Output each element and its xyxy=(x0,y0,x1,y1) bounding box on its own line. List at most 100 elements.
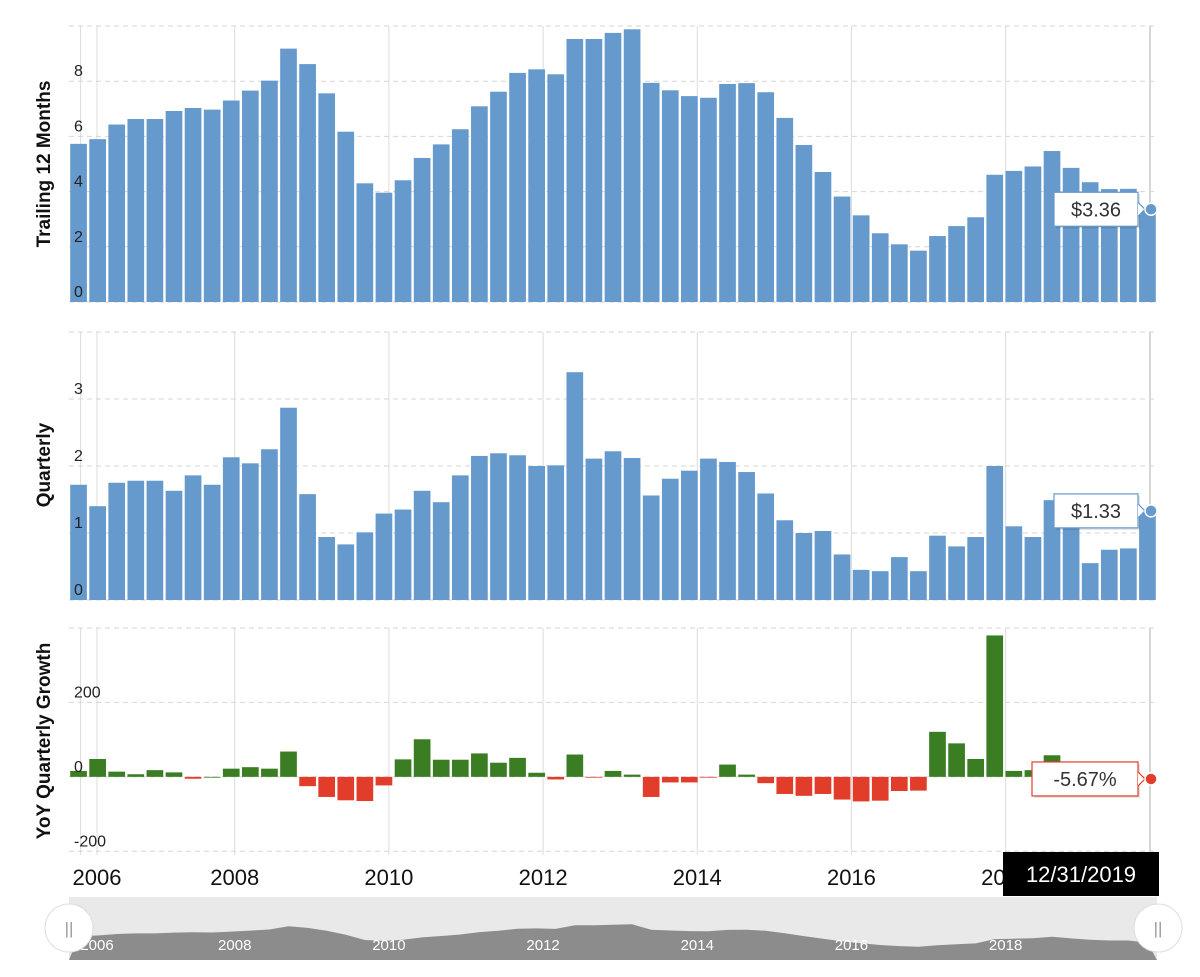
bar[interactable] xyxy=(967,217,985,302)
bar[interactable] xyxy=(337,776,355,801)
bar[interactable] xyxy=(604,451,622,600)
bar[interactable] xyxy=(585,38,603,303)
bar[interactable] xyxy=(833,554,851,600)
bar[interactable] xyxy=(757,493,775,600)
bar[interactable] xyxy=(528,466,545,600)
bar[interactable] xyxy=(509,757,526,777)
bar[interactable] xyxy=(1005,526,1023,600)
bar[interactable] xyxy=(757,776,775,784)
bar[interactable] xyxy=(241,767,259,777)
bar[interactable] xyxy=(661,776,679,783)
bar[interactable] xyxy=(1100,549,1118,600)
bar[interactable] xyxy=(280,751,297,777)
bar[interactable] xyxy=(184,475,202,600)
bar[interactable] xyxy=(1062,167,1080,302)
bar[interactable] xyxy=(299,494,316,600)
navigator-right-handle[interactable]: || xyxy=(1133,903,1183,953)
bar[interactable] xyxy=(108,124,126,302)
bar[interactable] xyxy=(585,776,603,778)
bar[interactable] xyxy=(681,470,698,600)
bar[interactable] xyxy=(871,233,889,302)
bar[interactable] xyxy=(337,544,355,600)
bar[interactable] xyxy=(795,776,813,796)
bar[interactable] xyxy=(165,490,183,600)
bar[interactable] xyxy=(871,776,889,801)
bar[interactable] xyxy=(509,455,526,600)
bar[interactable] xyxy=(776,117,794,303)
bar[interactable] xyxy=(719,461,736,600)
bar[interactable] xyxy=(700,97,717,302)
bar[interactable] xyxy=(509,72,526,302)
bar[interactable] xyxy=(318,93,336,303)
bar[interactable] xyxy=(89,506,106,600)
bar[interactable] xyxy=(623,774,641,777)
bar[interactable] xyxy=(661,90,679,302)
bar[interactable] xyxy=(852,569,870,600)
bar[interactable] xyxy=(547,465,565,600)
bar[interactable] xyxy=(394,759,412,777)
bar[interactable] xyxy=(375,192,393,302)
bar[interactable] xyxy=(604,32,622,303)
navigator-left-handle[interactable]: || xyxy=(44,903,94,953)
bar[interactable] xyxy=(623,29,641,302)
bar[interactable] xyxy=(1024,166,1042,302)
bar[interactable] xyxy=(585,458,603,600)
bar[interactable] xyxy=(738,774,755,777)
bar[interactable] xyxy=(299,64,316,302)
bar[interactable] xyxy=(738,472,755,600)
bar[interactable] xyxy=(375,776,393,786)
bar[interactable] xyxy=(89,139,106,302)
bar[interactable] xyxy=(222,768,240,777)
bar[interactable] xyxy=(318,537,336,600)
bar[interactable] xyxy=(776,776,794,794)
bar[interactable] xyxy=(280,407,297,600)
bar[interactable] xyxy=(432,144,450,302)
bar[interactable] xyxy=(70,143,87,302)
bar[interactable] xyxy=(890,244,908,302)
bar[interactable] xyxy=(1081,563,1099,600)
bar[interactable] xyxy=(318,776,336,797)
bar[interactable] xyxy=(795,144,813,302)
bar[interactable] xyxy=(471,753,488,777)
bar[interactable] xyxy=(890,776,908,791)
bar[interactable] xyxy=(451,475,469,600)
bar[interactable] xyxy=(413,490,431,600)
bar[interactable] xyxy=(241,463,259,600)
bar[interactable] xyxy=(948,743,965,777)
bar[interactable] xyxy=(261,80,278,302)
bar[interactable] xyxy=(222,457,240,600)
bar[interactable] xyxy=(337,131,355,302)
bar[interactable] xyxy=(432,502,450,600)
bar[interactable] xyxy=(356,776,374,802)
bar[interactable] xyxy=(948,546,965,600)
bar[interactable] xyxy=(986,635,1004,777)
bar[interactable] xyxy=(280,48,297,302)
bar[interactable] xyxy=(375,513,393,600)
bar[interactable] xyxy=(394,509,412,600)
bar[interactable] xyxy=(566,754,584,777)
bar[interactable] xyxy=(471,106,488,302)
bar[interactable] xyxy=(852,215,870,302)
bar[interactable] xyxy=(700,776,717,778)
bar[interactable] xyxy=(929,236,946,302)
bar[interactable] xyxy=(871,571,889,600)
bar[interactable] xyxy=(127,774,145,777)
bar[interactable] xyxy=(661,478,679,600)
bar[interactable] xyxy=(967,758,985,777)
bar[interactable] xyxy=(776,520,794,600)
bar[interactable] xyxy=(241,90,259,302)
bar[interactable] xyxy=(700,458,717,600)
bar[interactable] xyxy=(356,532,374,600)
bar[interactable] xyxy=(814,776,832,794)
bar[interactable] xyxy=(1005,770,1023,777)
bar[interactable] xyxy=(910,571,927,600)
bar[interactable] xyxy=(70,770,87,777)
bar[interactable] xyxy=(681,96,698,302)
bar[interactable] xyxy=(890,557,908,600)
bar[interactable] xyxy=(471,455,488,600)
bar[interactable] xyxy=(833,776,851,800)
bar[interactable] xyxy=(1024,537,1042,600)
bar[interactable] xyxy=(70,484,87,600)
bar[interactable] xyxy=(910,250,927,302)
bar[interactable] xyxy=(1062,518,1080,600)
